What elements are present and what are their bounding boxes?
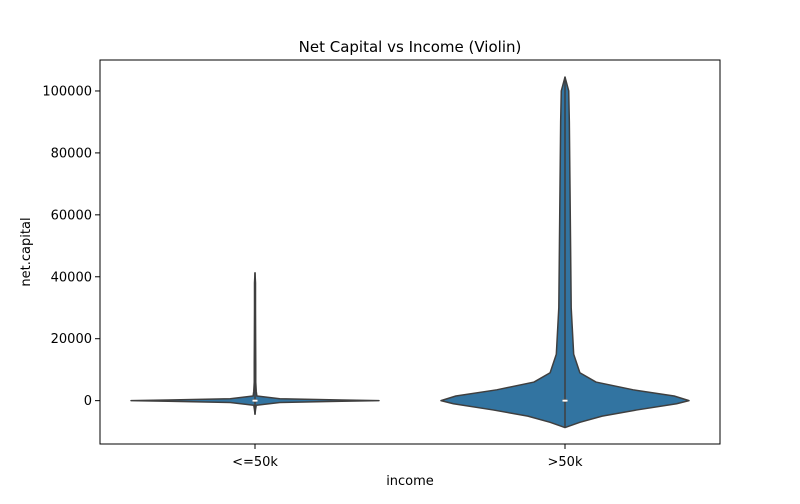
- violins-layer: [130, 76, 690, 429]
- x-tick-label: <=50k: [232, 455, 278, 470]
- y-tick-label: 40000: [51, 270, 92, 285]
- y-tick-label: 0: [84, 394, 92, 409]
- y-axis: 0 20000 40000 60000 80000 100000: [42, 84, 100, 409]
- y-tick-label: 60000: [51, 208, 92, 223]
- y-axis-label: net.capital: [19, 217, 34, 286]
- x-axis-label: income: [386, 474, 434, 489]
- x-tick-label: >50k: [548, 455, 583, 470]
- y-tick-label: 20000: [51, 332, 92, 347]
- chart-title: Net Capital vs Income (Violin): [299, 38, 522, 56]
- y-tick-label: 100000: [42, 84, 92, 99]
- x-axis: <=50k >50k: [232, 444, 583, 470]
- plot-frame: [99, 59, 721, 445]
- y-tick-label: 80000: [51, 146, 92, 161]
